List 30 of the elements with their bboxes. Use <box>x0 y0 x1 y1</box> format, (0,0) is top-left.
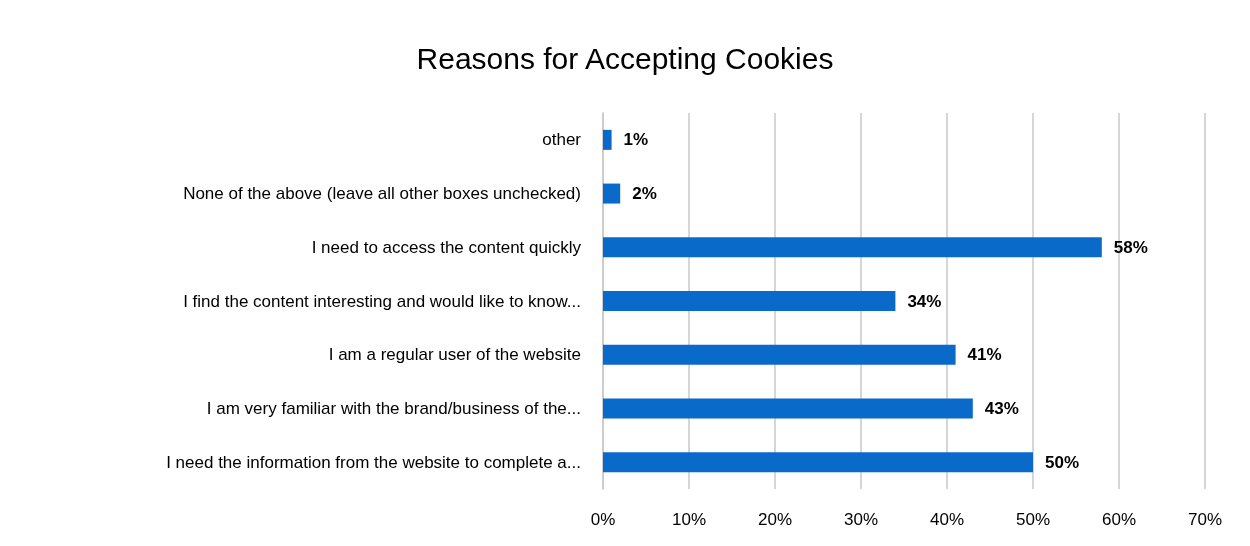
bar <box>603 183 621 204</box>
bar <box>603 291 896 311</box>
x-tick-label: 10% <box>671 510 707 529</box>
x-tick-label: 70% <box>1187 510 1223 529</box>
y-tick-label: None of the above (leave all other boxes unchecked) <box>183 184 581 204</box>
x-tick-label: 50% <box>1015 510 1051 529</box>
data-label: 1% <box>623 130 649 150</box>
bar <box>603 129 612 150</box>
chart-title: Reasons for Accepting Cookies <box>416 41 834 75</box>
bar <box>603 398 973 419</box>
data-label: 34% <box>907 291 942 311</box>
data-label: 43% <box>984 398 1019 418</box>
x-tick-label: 40% <box>929 510 965 529</box>
y-tick-label: other <box>542 130 582 150</box>
bar <box>603 237 1102 258</box>
y-tick-label: I find the content interesting and would like to know... <box>183 291 581 311</box>
x-tick-label: 20% <box>757 510 793 529</box>
data-label: 50% <box>1045 452 1080 472</box>
x-tick-label: 0% <box>590 510 616 529</box>
data-label: 2% <box>632 184 657 204</box>
y-tick-label: I am a regular user of the website <box>328 345 581 365</box>
y-tick-label: I need the information from the website to complete a... <box>166 452 581 472</box>
bar <box>603 452 1033 473</box>
y-tick-label: I need to access the content quickly <box>311 237 582 257</box>
data-label: 41% <box>967 345 1002 365</box>
x-tick-label: 60% <box>1101 510 1137 529</box>
x-tick-label: 30% <box>843 510 879 529</box>
y-tick-label: I am very familiar with the brand/business of the... <box>206 398 581 418</box>
bar <box>603 344 956 365</box>
data-label: 58% <box>1113 237 1148 257</box>
